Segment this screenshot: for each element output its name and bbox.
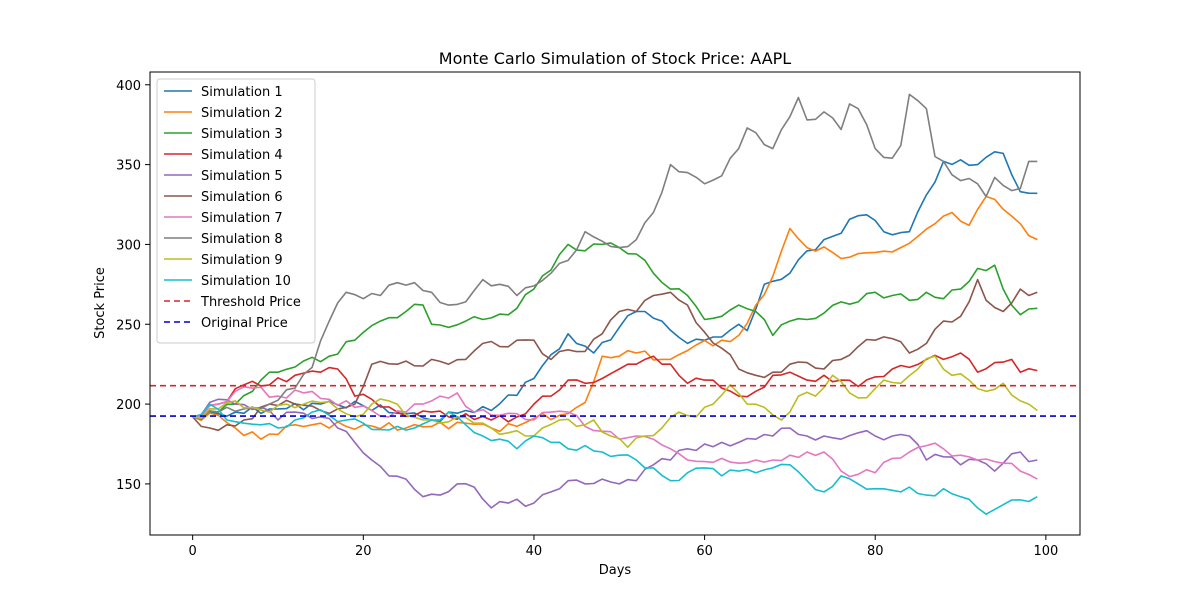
series-line-9	[192, 355, 1038, 448]
chart-title: Monte Carlo Simulation of Stock Price: A…	[439, 49, 791, 68]
x-tick-label: 60	[696, 544, 713, 559]
y-tick-label: 400	[116, 79, 141, 94]
plot-lines	[150, 93, 1080, 515]
x-tick-label: 20	[355, 544, 372, 559]
series-line-10	[192, 403, 1038, 515]
y-axis-label: Stock Price	[93, 267, 108, 339]
x-tick-label: 0	[189, 544, 197, 559]
legend-box	[156, 78, 316, 344]
y-tick-label: 150	[116, 478, 141, 493]
legend-label: Simulation 9	[201, 253, 283, 268]
legend-label: Simulation 7	[201, 211, 283, 226]
legend-label: Original Price	[201, 316, 288, 331]
y-tick-label: 300	[116, 238, 141, 253]
x-tick-label: 100	[1033, 544, 1058, 559]
series-line-1	[192, 151, 1038, 423]
x-axis-label: Days	[599, 563, 632, 578]
x-tick-label: 80	[867, 544, 884, 559]
plot-frame	[149, 71, 1081, 536]
series-line-3	[192, 242, 1038, 420]
y-tick-label: 200	[116, 398, 141, 413]
x-tick-label: 40	[526, 544, 543, 559]
series-line-8	[192, 93, 1038, 420]
series-line-5	[192, 398, 1038, 509]
series-line-4	[192, 352, 1038, 423]
legend-label: Simulation 3	[201, 127, 283, 142]
legend-label: Simulation 4	[201, 148, 283, 163]
series-line-2	[192, 195, 1038, 440]
y-tick-label: 250	[116, 318, 141, 333]
legend-label: Simulation 10	[201, 274, 291, 289]
legend-label: Simulation 6	[201, 190, 283, 205]
legend: Simulation 1 Simulation 2 Simulation 3 Simu…	[156, 78, 316, 344]
legend-label: Simulation 8	[201, 232, 283, 247]
legend-label: Simulation 5	[201, 169, 283, 184]
axis-ticks: 0 20 40 60 80 100 150 200 250 300 350 400	[116, 79, 1058, 559]
series-line-7	[192, 386, 1038, 480]
legend-label: Threshold Price	[200, 295, 301, 310]
y-tick-label: 350	[116, 159, 141, 174]
legend-label: Simulation 2	[201, 106, 283, 121]
series-line-6	[192, 278, 1038, 432]
legend-label: Simulation 1	[201, 85, 283, 100]
